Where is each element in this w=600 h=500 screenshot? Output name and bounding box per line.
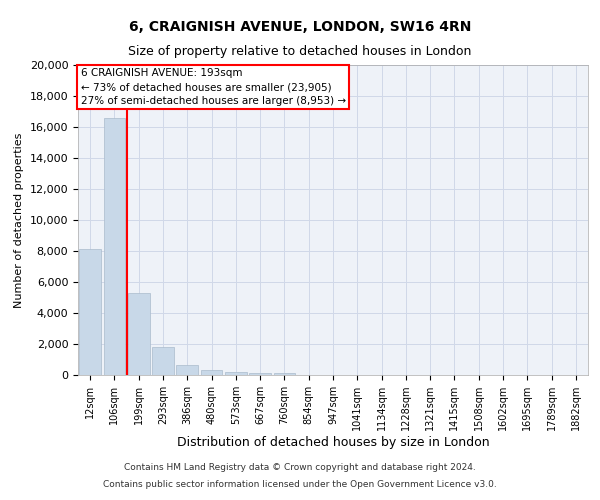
Text: Contains HM Land Registry data © Crown copyright and database right 2024.: Contains HM Land Registry data © Crown c…	[124, 464, 476, 472]
Bar	[104, 118, 125, 375]
Bar	[152, 347, 174, 375]
Bar	[176, 365, 198, 375]
Bar	[79, 250, 101, 375]
Text: 6 CRAIGNISH AVENUE: 193sqm
← 73% of detached houses are smaller (23,905)
27% of : 6 CRAIGNISH AVENUE: 193sqm ← 73% of deta…	[80, 68, 346, 106]
X-axis label: Distribution of detached houses by size in London: Distribution of detached houses by size …	[176, 436, 490, 449]
Text: 6, CRAIGNISH AVENUE, LONDON, SW16 4RN: 6, CRAIGNISH AVENUE, LONDON, SW16 4RN	[129, 20, 471, 34]
Bar	[128, 293, 149, 375]
Bar	[200, 370, 223, 375]
Text: Contains public sector information licensed under the Open Government Licence v3: Contains public sector information licen…	[103, 480, 497, 489]
Bar	[274, 373, 295, 375]
Bar	[225, 372, 247, 375]
Bar	[249, 372, 271, 375]
Y-axis label: Number of detached properties: Number of detached properties	[14, 132, 24, 308]
Text: Size of property relative to detached houses in London: Size of property relative to detached ho…	[128, 45, 472, 58]
